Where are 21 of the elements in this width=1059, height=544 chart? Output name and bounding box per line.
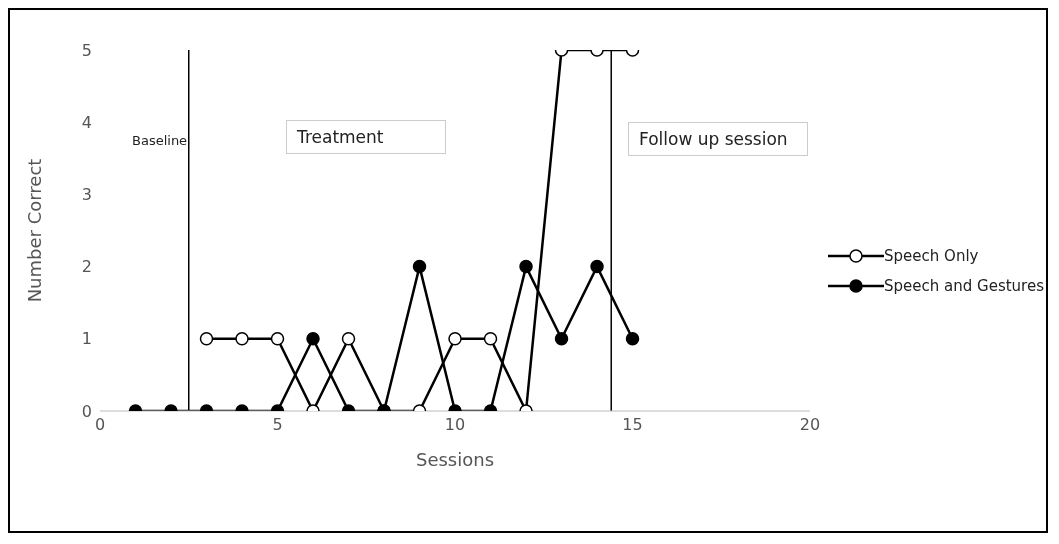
y-tick-label: 3: [81, 185, 92, 205]
y-tick-label: 0: [81, 401, 92, 421]
y-tick-label: 5: [81, 40, 92, 60]
y-tick-label: 2: [81, 257, 92, 277]
point: [412, 259, 427, 274]
annotation: Treatment: [286, 120, 446, 154]
annotation: Baseline: [131, 132, 189, 150]
annotation: Follow up session: [628, 122, 808, 156]
y-tick-label: 1: [81, 329, 92, 349]
point: [519, 259, 533, 274]
x-tick-label: 10: [444, 415, 466, 435]
x-tick-label: 5: [272, 415, 283, 435]
legend-label: Speech and Gestures: [884, 276, 1044, 295]
x-tick-label: 20: [799, 415, 821, 435]
x-tick-label: 0: [94, 415, 106, 435]
x-axis-title: Sessions: [415, 449, 495, 470]
legend-label: Speech Only: [884, 246, 979, 265]
point: [590, 259, 604, 274]
x-tick-label: 15: [622, 415, 643, 435]
y-axis-title: Number Correct: [24, 158, 46, 303]
y-tick-label: 4: [81, 112, 92, 132]
